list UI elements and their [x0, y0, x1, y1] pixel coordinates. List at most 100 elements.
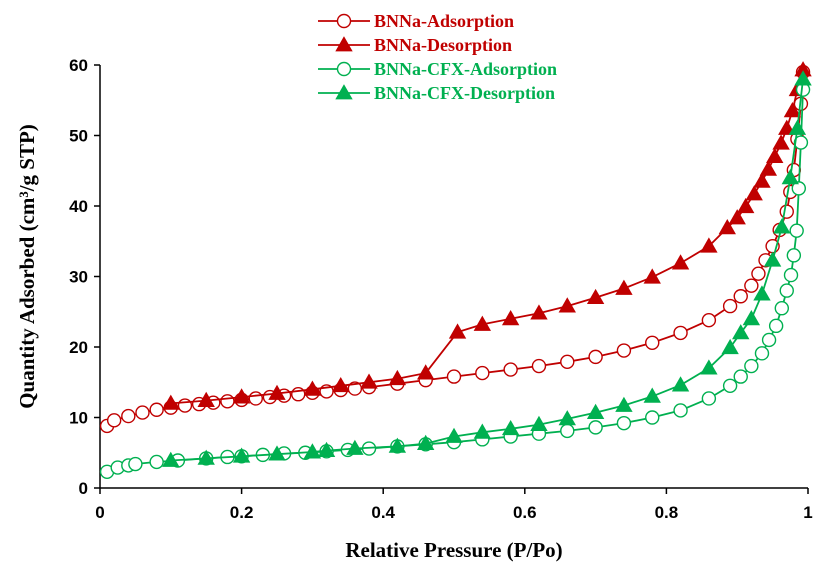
data-point — [732, 324, 750, 340]
data-point — [473, 423, 492, 439]
data-point — [268, 445, 286, 461]
data-point — [530, 415, 548, 431]
data-point — [197, 391, 215, 407]
data-point — [700, 359, 718, 375]
x-tick-label: 0.6 — [513, 503, 537, 522]
data-point — [317, 441, 336, 458]
data-point — [779, 204, 794, 219]
series-bnna-cfx-desorption — [162, 70, 812, 467]
data-point — [615, 396, 633, 412]
legend-label: BNNa-Adsorption — [374, 11, 514, 31]
legend-item: BNNa-CFX-Adsorption — [318, 59, 557, 79]
legend-label: BNNa-Desorption — [374, 35, 512, 55]
series-bnna-desorption — [162, 61, 812, 410]
series-line — [170, 78, 804, 462]
data-point — [718, 219, 736, 235]
data-point — [722, 378, 738, 393]
series-bnna-cfx-adsorption — [99, 82, 811, 479]
data-point — [722, 298, 738, 314]
data-point — [473, 315, 492, 331]
legend-marker — [336, 61, 352, 77]
data-point — [700, 237, 718, 253]
data-point — [772, 134, 790, 150]
data-point — [416, 434, 435, 450]
data-point — [588, 420, 603, 435]
legend-marker — [335, 36, 353, 52]
data-point — [673, 325, 688, 341]
data-point — [643, 268, 661, 284]
data-point — [643, 387, 661, 403]
series-line — [170, 69, 804, 405]
data-point — [744, 358, 759, 374]
data-point — [793, 135, 809, 150]
legend-item: BNNa-CFX-Desorption — [318, 83, 555, 103]
data-point — [778, 119, 796, 135]
data-point — [794, 70, 812, 86]
data-point — [503, 362, 518, 377]
legend-marker — [335, 84, 353, 100]
data-point — [774, 301, 790, 316]
data-point — [753, 285, 771, 301]
data-point — [530, 304, 548, 320]
data-point — [388, 437, 407, 453]
data-point — [558, 410, 576, 426]
data-point — [773, 218, 791, 234]
y-tick-label: 0 — [79, 479, 88, 498]
legend-label: BNNa-CFX-Adsorption — [374, 59, 557, 79]
data-point — [701, 313, 717, 328]
data-point — [759, 160, 778, 176]
data-point — [763, 251, 782, 267]
data-point — [733, 289, 748, 304]
legend-marker — [336, 13, 352, 29]
y-axis-title: Quantity Adsorbed (cm³/g STP) — [15, 124, 39, 409]
x-axis-title: Relative Pressure (P/Po) — [345, 538, 562, 562]
data-point — [149, 454, 164, 470]
data-point — [673, 403, 688, 418]
data-point — [645, 410, 660, 425]
data-point — [332, 376, 350, 393]
data-point — [783, 267, 799, 283]
data-point — [766, 147, 784, 164]
data-point — [588, 349, 603, 365]
data-point — [768, 318, 784, 334]
data-point — [121, 408, 136, 424]
data-point — [162, 451, 180, 467]
data-point — [751, 266, 766, 281]
data-point — [737, 197, 755, 214]
data-point — [742, 309, 761, 326]
data-point — [789, 223, 804, 238]
data-point — [232, 447, 251, 463]
data-point — [779, 283, 794, 298]
y-tick-label: 60 — [69, 56, 88, 75]
data-point — [616, 415, 632, 431]
data-point — [616, 343, 632, 358]
series-line — [106, 89, 804, 473]
data-point — [135, 405, 150, 420]
y-tick-label: 30 — [69, 268, 88, 287]
data-point — [558, 297, 576, 313]
data-point — [744, 278, 759, 293]
y-tick-label: 50 — [69, 127, 88, 146]
x-tick-label: 0.2 — [230, 503, 254, 522]
data-point — [791, 181, 806, 196]
data-point — [416, 364, 435, 380]
data-point — [560, 354, 575, 370]
data-point — [501, 419, 520, 436]
x-tick-label: 0.8 — [655, 503, 679, 522]
data-point — [388, 369, 407, 386]
data-point — [177, 398, 193, 413]
data-point — [781, 168, 799, 185]
data-point — [501, 309, 520, 326]
data-point — [346, 439, 364, 455]
x-tick-label: 0.4 — [371, 503, 395, 522]
data-point — [754, 346, 770, 361]
data-point — [531, 358, 547, 374]
data-point — [586, 288, 605, 305]
data-point — [248, 391, 263, 406]
data-point — [753, 172, 771, 188]
data-point — [303, 443, 322, 459]
data-point — [671, 376, 690, 392]
data-point — [733, 369, 748, 384]
data-point — [728, 209, 746, 225]
